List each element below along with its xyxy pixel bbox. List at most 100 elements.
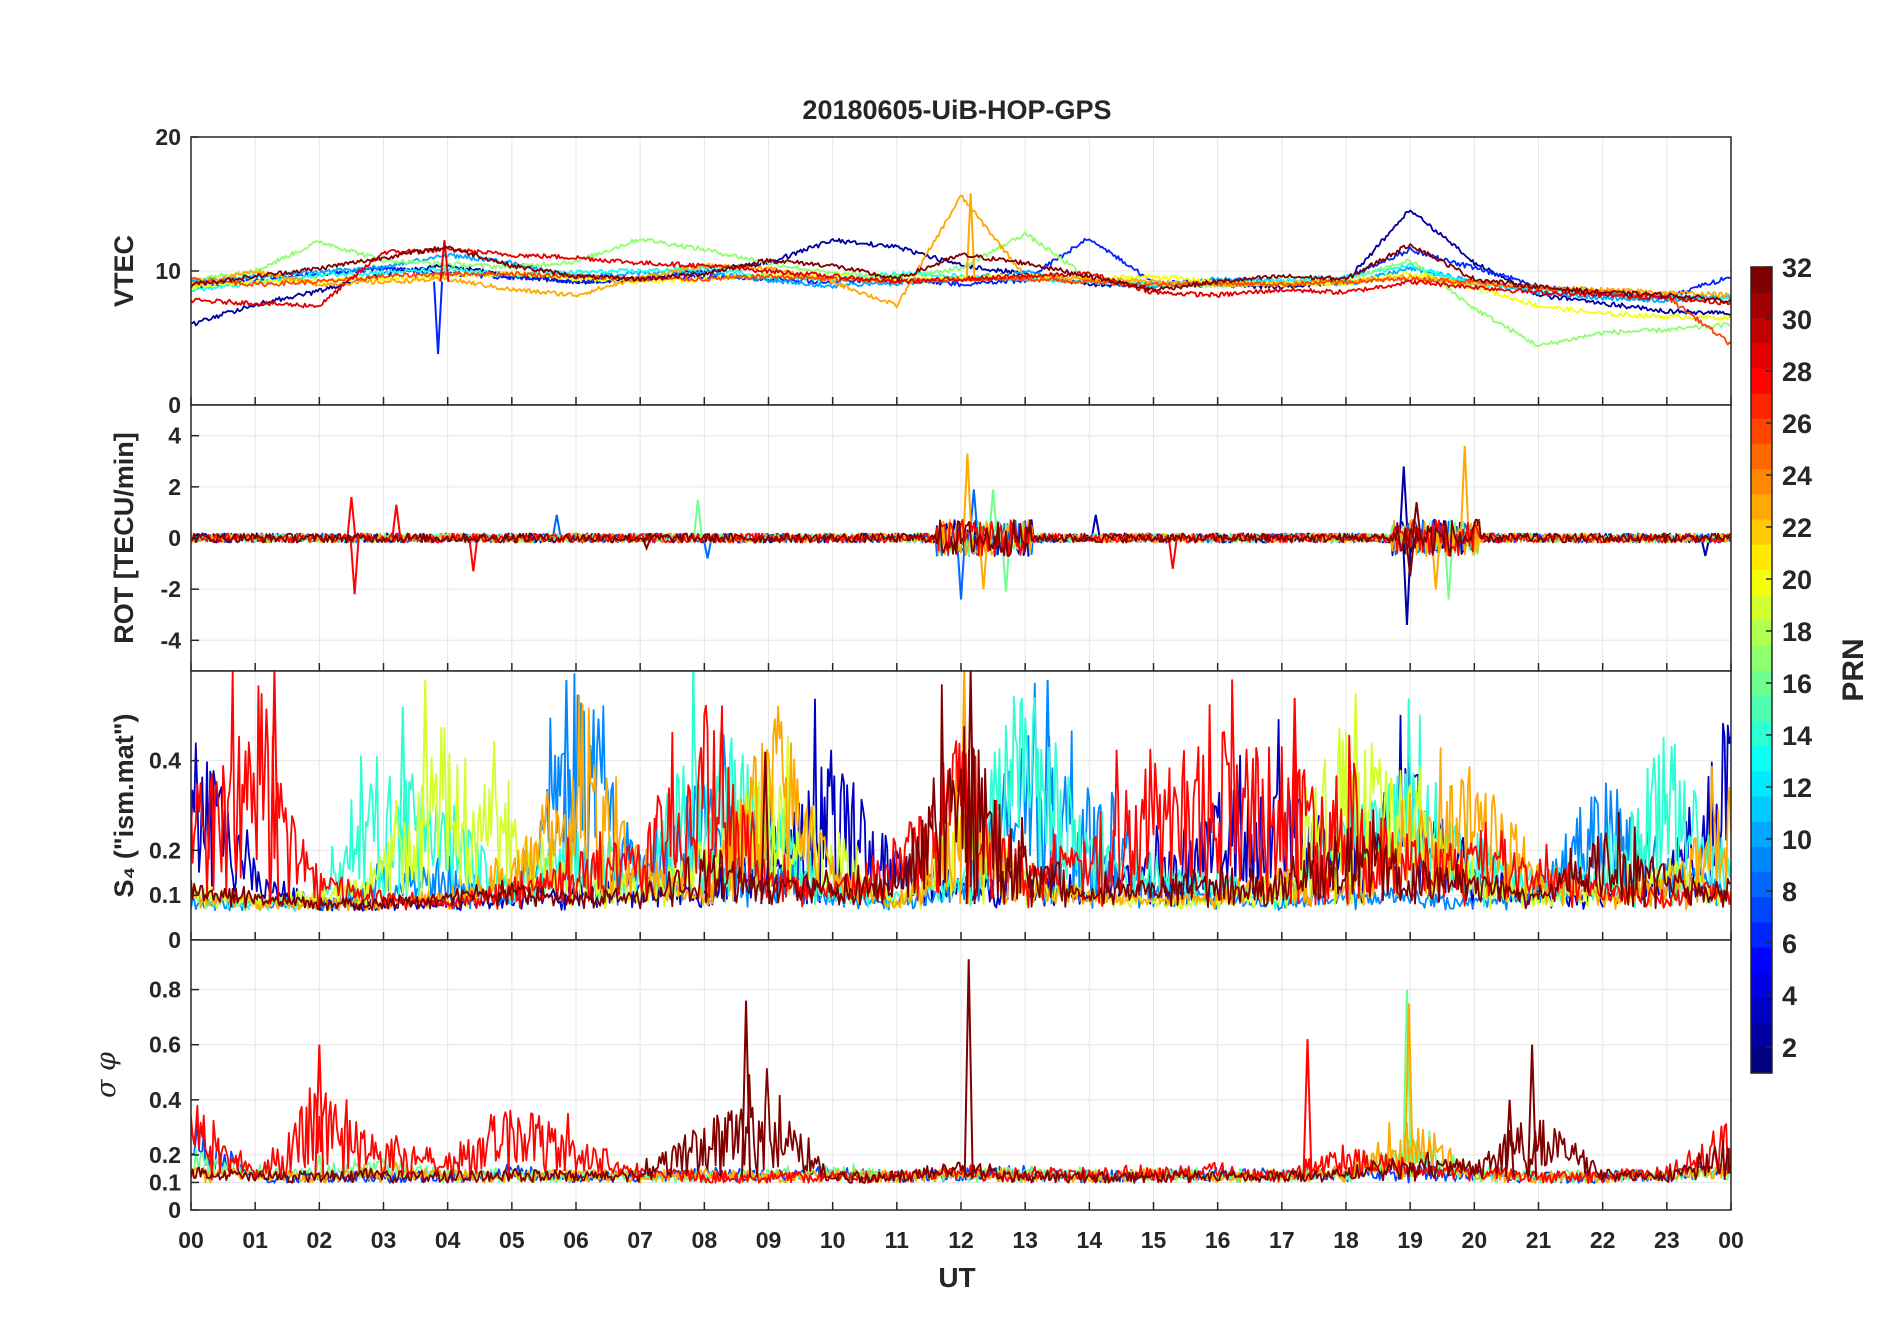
spike-prn-19 — [420, 679, 431, 905]
colorbar-band — [1751, 695, 1772, 721]
y-tick-label: 0.2 — [149, 1142, 181, 1168]
colorbar-tick-label: 18 — [1782, 617, 1812, 647]
spike-prn-28 — [1167, 537, 1178, 569]
colorbar-band — [1751, 342, 1772, 369]
spike-prn-28 — [1289, 697, 1300, 905]
colorbar-band — [1751, 619, 1772, 646]
colorbar-band — [1751, 418, 1772, 444]
x-tick-label: 15 — [1141, 1227, 1167, 1253]
panel-s4: 0 0.1 0.2 0.4 S₄ ("ism.mat") — [109, 670, 1732, 953]
panel-vtec: 0 10 20 VTEC — [109, 124, 1732, 418]
colorbar-band — [1751, 544, 1772, 570]
spike-prn-16 — [692, 499, 703, 539]
y-tick-label: 2 — [168, 474, 181, 500]
series-line-prn-32 — [191, 243, 1731, 303]
spike-prn-28 — [314, 1044, 325, 1177]
spike-prn-32 — [1527, 1044, 1538, 1177]
x-tick-label: 03 — [371, 1227, 397, 1253]
y-axis-label: σ φ — [91, 1052, 122, 1098]
colorbar-label: PRN — [1837, 638, 1870, 701]
spike-prn-32 — [965, 671, 976, 905]
colorbar-tick-label: 2 — [1782, 1033, 1797, 1063]
colorbar-band — [1751, 392, 1772, 419]
colorbar-band — [1751, 821, 1772, 847]
spike-prn-28 — [349, 537, 360, 595]
series-group — [191, 959, 1731, 1184]
y-tick-label: 0.1 — [149, 882, 181, 908]
spike-prn-2 — [1398, 466, 1409, 539]
x-tick-label: 00 — [1718, 1227, 1744, 1253]
x-tick-label: 13 — [1012, 1227, 1038, 1253]
colorbar-band — [1751, 720, 1772, 747]
y-tick-label: 0 — [168, 525, 181, 551]
y-tick-label: 0.1 — [149, 1169, 181, 1195]
spike-prn-16 — [1401, 989, 1412, 1177]
y-axis-label: S₄ ("ism.mat") — [109, 713, 139, 897]
spike-prn-23 — [965, 193, 976, 282]
colorbar-tick-label: 8 — [1782, 877, 1797, 907]
y-tick-label: 0.4 — [149, 748, 181, 774]
spike-prn-28 — [468, 537, 479, 572]
y-tick-label: 0 — [168, 1197, 181, 1223]
colorbar-band — [1751, 670, 1772, 696]
x-tick-label: 18 — [1333, 1227, 1359, 1253]
series-line-prn-32 — [191, 1068, 1731, 1184]
colorbar-band — [1751, 795, 1772, 822]
x-tick-label: 21 — [1526, 1227, 1552, 1253]
y-tick-label: 4 — [168, 423, 181, 449]
x-axis-label: UT — [938, 1262, 975, 1293]
spike-prn-23 — [978, 537, 989, 590]
colorbar-band — [1751, 947, 1772, 973]
colorbar-band — [1751, 896, 1772, 923]
y-tick-label: 0.4 — [149, 1087, 181, 1113]
colorbar-tick-label: 12 — [1782, 773, 1812, 803]
colorbar-band — [1751, 997, 1772, 1024]
spike-prn-28 — [269, 671, 280, 905]
spike-prn-32 — [1405, 537, 1416, 577]
x-tick-label: 16 — [1205, 1227, 1231, 1253]
colorbar-band — [1751, 292, 1772, 318]
spike-prn-32 — [1411, 502, 1422, 539]
spike-prn-2 — [1700, 537, 1711, 557]
colorbar-band — [1751, 770, 1772, 797]
x-tick-label: 19 — [1397, 1227, 1423, 1253]
x-tick-label: 05 — [499, 1227, 525, 1253]
x-tick-label: 01 — [242, 1227, 268, 1253]
spike-prn-23 — [962, 453, 973, 539]
spike-prn-32 — [741, 1000, 752, 1177]
series-group — [191, 671, 1731, 912]
colorbar-frame — [1750, 266, 1773, 1074]
colorbar-tick-label: 10 — [1782, 825, 1812, 855]
x-tick-label: 06 — [563, 1227, 589, 1253]
spike-prn-8 — [702, 537, 713, 559]
colorbar-band — [1751, 1022, 1772, 1049]
x-tick-label: 23 — [1654, 1227, 1680, 1253]
x-tick-label: 00 — [178, 1227, 204, 1253]
x-tick-label: 20 — [1462, 1227, 1488, 1253]
colorbar-band — [1751, 569, 1772, 596]
colorbar-band — [1751, 267, 1772, 293]
colorbar-tick-label: 26 — [1782, 409, 1812, 439]
spike-prn-28 — [391, 504, 402, 539]
series-group — [191, 193, 1731, 355]
x-tick-label: 08 — [692, 1227, 718, 1253]
spike-prn-32 — [641, 537, 652, 551]
y-tick-label: 10 — [155, 258, 181, 284]
x-tick-label: 11 — [885, 1227, 910, 1253]
colorbar-band — [1751, 367, 1772, 394]
spike-prn-2 — [1090, 514, 1101, 539]
series-group — [191, 445, 1731, 626]
x-tick-label: 10 — [820, 1227, 846, 1253]
colorbar-band — [1751, 921, 1772, 948]
colorbar-band — [1751, 317, 1772, 344]
colorbar-tick-label: 30 — [1782, 305, 1812, 335]
spike-prn-16 — [988, 489, 999, 539]
spike-prn-28 — [1302, 1039, 1313, 1177]
y-tick-label: -4 — [161, 627, 182, 653]
colorbar-tick-label: 22 — [1782, 513, 1812, 543]
spike-prn-23 — [1459, 445, 1470, 539]
x-tick-label: 09 — [756, 1227, 782, 1253]
spike-prn-6 — [433, 281, 444, 355]
